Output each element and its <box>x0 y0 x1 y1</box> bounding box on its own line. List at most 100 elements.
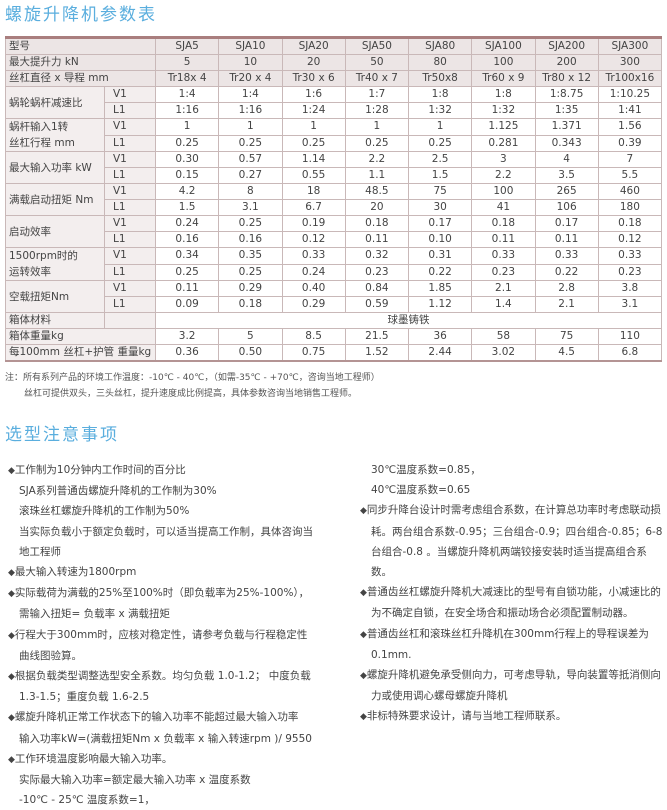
table-cell: 0.23 <box>597 263 663 281</box>
table-cell: 3.1 <box>218 199 283 216</box>
bullet-item: ◆螺旋升降机正常工作状态下的输入功率不能超过最大输入功率 <box>8 707 313 728</box>
material-value: 球墨铸铁 <box>155 312 662 329</box>
table-row: 每100mm 丝杠+护管 重量kg 0.36 0.50 0.75 1.52 2.44 3.0… <box>5 344 663 362</box>
text-line: 曲线图验算。 <box>8 646 313 666</box>
table-cell: 0.25 <box>218 215 283 232</box>
table-cell: 2.1 <box>534 296 599 313</box>
line-text: 输入功率kW=(满载扭矩Nm x 负载率 x 输入转速rpm )/ 9550 <box>19 732 312 745</box>
text-line: 力或使用调心螺母螺旋升降机 <box>360 686 662 706</box>
line-text: 同步升降台设计时需考虑组合系数，在计算总功率时考虑联动损 <box>366 504 661 517</box>
table-cell: 1.5 <box>407 167 473 184</box>
row-type: L1 <box>104 199 156 216</box>
line-text: 当实际负载小于额定负载时，可以适当提高工作制，具体咨询当 <box>19 525 313 538</box>
text-line: 1.3-1.5；重度负载 1.6-2.5 <box>8 687 313 707</box>
line-text: 工作制为10分钟内工作时间的百分比 <box>14 464 186 476</box>
row-type: L1 <box>104 231 156 248</box>
line-text: SJA系列普通齿螺旋升降机的工作制为30% <box>19 485 217 498</box>
line-text: 需输入扭矩= 负载率 x 满载扭矩 <box>19 608 171 621</box>
table-cell: Tr18x 4 <box>154 70 220 87</box>
text-line: 0.1mm. <box>360 645 662 665</box>
table-cell: 200 <box>534 54 599 71</box>
diamond-bullet-icon: ◆ <box>8 466 15 476</box>
table-cell: 0.16 <box>154 231 220 248</box>
diamond-bullet-icon: ◆ <box>8 713 15 724</box>
bullet-item: ◆实际载荷为满载的25%至100%时（即负载率为25%-100%）， <box>8 583 313 604</box>
table-cell: 0.18 <box>344 215 410 232</box>
table-cell: 0.25 <box>218 134 283 152</box>
table-cell: 1.52 <box>344 344 410 362</box>
table-cell: 0.36 <box>154 344 220 362</box>
text-line: 输入功率kW=(满载扭矩Nm x 负载率 x 输入转速rpm )/ 9550 <box>8 729 313 749</box>
table-cell: 3.2 <box>154 328 220 345</box>
diamond-bullet-icon: ◆ <box>8 672 15 683</box>
table-cell: 0.75 <box>281 344 346 362</box>
row-label: 最大提升力 kN <box>5 54 156 71</box>
table-cell: 0.17 <box>534 215 599 232</box>
diamond-bullet-icon: ◆ <box>360 629 367 640</box>
table-cell: 0.33 <box>281 247 346 265</box>
line-text: 滚珠丝杠螺旋升降机的工作制为50% <box>19 505 190 518</box>
table-cell: 300 <box>597 54 663 71</box>
bullet-item: ◆非标特殊要求设计，请与当地工程师联系。 <box>360 706 662 727</box>
table-cell: 0.17 <box>407 215 473 232</box>
table-cell: Tr100x16 <box>597 70 663 87</box>
text-line: 台组合-0.8 。当螺旋升降机两端铰接安装时适当提高组合系 <box>360 542 662 562</box>
table-cell: 0.25 <box>281 134 346 152</box>
table-row: 1500rpm时的 运转效率 V1 0.34 0.35 0.33 0.32 0.31 0.33 0… <box>5 247 663 281</box>
table-cell: 0.18 <box>471 215 536 232</box>
table-cell: 1 <box>281 118 346 136</box>
bullet-item: ◆工作环境温度影响最大输入功率。 <box>8 749 313 770</box>
table-cell: 0.11 <box>534 231 599 248</box>
table-cell: 10 <box>218 54 283 71</box>
diamond-bullet-icon: ◆ <box>8 754 15 765</box>
row-type: L1 <box>104 167 156 184</box>
text-line: 40℃温度系数=0.65 <box>360 480 662 500</box>
table-row: L1 1.5 3.1 6.7 20 30 41 106 180 <box>6 199 663 216</box>
line-text: 工作环境温度影响最大输入功率。 <box>14 752 173 765</box>
diamond-bullet-icon: ◆ <box>360 506 367 517</box>
row-type: V1 <box>104 183 156 200</box>
bullet-item: ◆行程大于300mm时，应核对稳定性，请参考负载与行程稳定性 <box>8 625 313 646</box>
note-line-2: 丝杠可提供双头，三头丝杠，提升速度成比例提高，具体参数咨询当地销售工程师。 <box>24 389 358 399</box>
table-cell: 0.22 <box>407 263 473 281</box>
line-text: 螺旋升降机避免承受侧向力，可考虑导轨，导向装置等抵消侧向 <box>366 669 661 682</box>
table-cell: 0.10 <box>407 231 473 248</box>
line-text: 曲线图验算。 <box>19 649 82 662</box>
text-line: 滚珠丝杠螺旋升降机的工作制为50% <box>8 501 313 521</box>
table-cell: 180 <box>597 199 663 216</box>
table-row: 蜗轮蜗杆减速比 V1 1:4 1:4 1:6 1:7 1:8 1:8 1:8.75 1:10.25 <box>5 86 663 119</box>
line-text: 根据负载类型调整选型安全系数。均匀负载 1.0-1.2； 中度负载 <box>14 670 311 683</box>
diamond-bullet-icon: ◆ <box>8 568 15 579</box>
table-cell: 1:7 <box>344 86 410 103</box>
table-cell: 1.56 <box>597 118 663 136</box>
table-row: 丝杠直径 x 导程 mm Tr18x 4 Tr20 x 4 Tr30 x 6 Tr40 … <box>5 70 663 87</box>
text-line: -10℃ - 25℃ 温度系数=1， <box>8 790 313 810</box>
table-cell: 0.25 <box>154 263 220 281</box>
model-header: SJA100 <box>471 37 536 55</box>
line-text: 普通齿丝杠和滚珠丝杠升降机在300mm行程上的导程误差为 <box>366 627 649 640</box>
bullet-item: ◆普通齿丝杠和滚珠丝杠升降机在300mm行程上的导程误差为 <box>360 624 662 645</box>
table-cell: 0.57 <box>218 151 283 168</box>
table-cell: Tr30 x 6 <box>281 70 346 87</box>
table-cell: 1:35 <box>534 102 599 119</box>
table-cell: 0.39 <box>597 134 663 152</box>
table-row: 最大输入功率 kW V1 0.30 0.57 1.14 2.2 2.5 3 4 7 <box>5 151 663 184</box>
row-type: L1 <box>104 134 156 152</box>
table-cell: 0.24 <box>281 263 346 281</box>
table-cell: 100 <box>471 183 536 200</box>
table-cell: 3 <box>471 151 536 168</box>
table-cell: 110 <box>597 328 663 345</box>
row-label-line: 蜗杆输入1转 <box>9 121 69 133</box>
table-cell: 1:16 <box>218 102 283 119</box>
table-cell: 4.2 <box>154 183 220 200</box>
table-cell: 3.1 <box>597 296 663 313</box>
table-cell: 3.8 <box>597 280 663 297</box>
table-cell: 5.5 <box>597 167 663 184</box>
bullet-item: ◆螺旋升降机避免承受侧向力，可考虑导轨，导向装置等抵消侧向 <box>360 665 662 686</box>
table-row: 箱体材料 球墨铸铁 <box>5 312 662 329</box>
line-text: 实际最大输入功率=额定最大输入功率 x 温度系数 <box>19 774 251 787</box>
bullet-item: ◆同步升降台设计时需考虑组合系数，在计算总功率时考虑联动损 <box>360 500 662 521</box>
table-cell: 3.02 <box>471 344 536 362</box>
line-text: 行程大于300mm时，应核对稳定性，请参考负载与行程稳定性 <box>14 628 308 641</box>
row-label: 每100mm 丝杠+护管 重量kg <box>5 344 156 362</box>
